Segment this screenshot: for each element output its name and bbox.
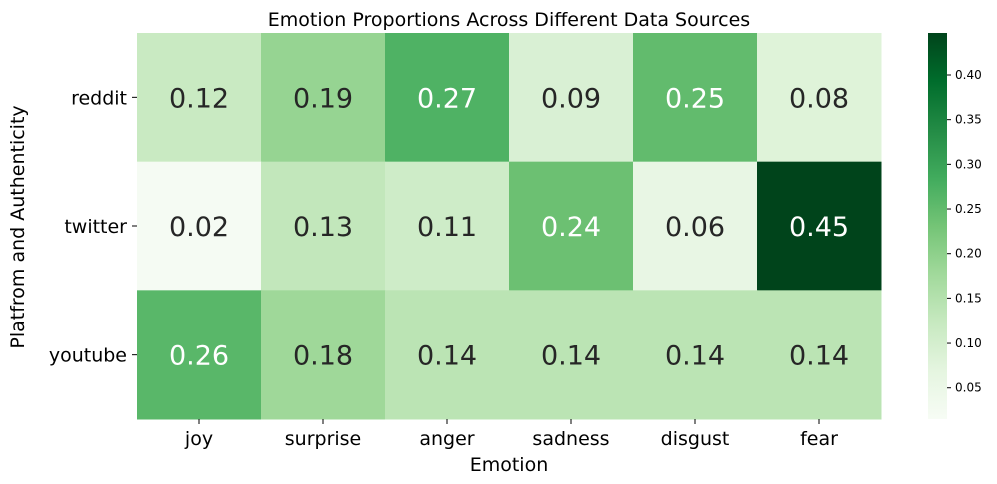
cell-value-label: 0.14	[665, 341, 725, 372]
heatmap-cell-reddit-disgust	[633, 33, 758, 163]
cell-value-label: 0.11	[417, 212, 477, 243]
colorbar-tick-label: 0.20	[955, 247, 982, 261]
cell-value-label: 0.02	[169, 212, 229, 243]
heatmap-cell-twitter-anger	[385, 161, 510, 291]
chart-title: Emotion Proportions Across Different Dat…	[268, 9, 750, 31]
y-axis: reddit twitter youtube	[49, 87, 137, 367]
heatmap-cell-youtube-sadness	[509, 290, 634, 420]
cell-value-label: 0.26	[169, 341, 229, 372]
x-axis: joy surprise anger sadness disgust fear	[184, 419, 838, 450]
cell-value-label: 0.24	[541, 212, 601, 243]
colorbar-tick-label: 0.25	[955, 202, 982, 216]
cell-value-label: 0.45	[789, 212, 849, 243]
x-tick-label: fear	[800, 428, 838, 450]
cell-value-label: 0.18	[293, 341, 353, 372]
heatmap-cell-twitter-sadness	[509, 161, 634, 291]
heatmap-cell-youtube-surprise	[261, 290, 386, 420]
cell-value-label: 0.25	[665, 83, 725, 114]
colorbar-tick-label: 0.10	[955, 336, 982, 350]
x-tick-label: anger	[419, 428, 474, 450]
heatmap-cell-youtube-disgust	[633, 290, 758, 420]
heatmap-cell-youtube-joy	[137, 290, 262, 420]
heatmap-cells	[137, 33, 882, 420]
x-tick-label: surprise	[285, 428, 362, 450]
x-axis-label: Emotion	[470, 454, 549, 476]
cell-value-label: 0.14	[789, 341, 849, 372]
x-tick-label: disgust	[661, 428, 730, 450]
colorbar-tick-label: 0.30	[955, 157, 982, 171]
x-tick-label: joy	[184, 428, 213, 450]
colorbar-tick-label: 0.15	[955, 291, 982, 305]
heatmap-cell-reddit-anger	[385, 33, 510, 163]
cell-value-label: 0.08	[789, 83, 849, 114]
heatmap-cell-youtube-fear	[757, 290, 882, 420]
cell-value-label: 0.13	[293, 212, 353, 243]
heatmap-cell-reddit-surprise	[261, 33, 386, 163]
colorbar-tick-label: 0.05	[955, 381, 982, 395]
colorbar: 0.05 0.10 0.15 0.20 0.25 0.30 0.35 0.40	[928, 33, 982, 419]
heatmap-cell-reddit-joy	[137, 33, 262, 163]
heatmap-cell-twitter-surprise	[261, 161, 386, 291]
cell-value-label: 0.27	[417, 83, 477, 114]
cell-value-label: 0.14	[541, 341, 601, 372]
cell-value-labels: 0.12 0.19 0.27 0.09 0.25 0.08 0.02 0.13 0.11 0.24…	[169, 83, 849, 371]
cell-value-label: 0.19	[293, 83, 353, 114]
cell-value-label: 0.06	[665, 212, 725, 243]
x-tick-label: sadness	[532, 428, 609, 450]
y-axis-label: Platfrom and Authenticity	[7, 105, 29, 348]
colorbar-tick-label: 0.40	[955, 68, 982, 82]
heatmap-cell-twitter-disgust	[633, 161, 758, 291]
cell-value-label: 0.14	[417, 341, 477, 372]
heatmap-cell-reddit-fear	[757, 33, 882, 163]
heatmap-cell-twitter-joy	[137, 161, 262, 291]
colorbar-tick-label: 0.35	[955, 113, 982, 127]
cell-value-label: 0.12	[169, 83, 229, 114]
y-tick-label: youtube	[49, 345, 127, 367]
cell-value-label: 0.09	[541, 83, 601, 114]
y-tick-label: twitter	[64, 216, 127, 238]
heatmap-cell-youtube-anger	[385, 290, 510, 420]
heatmap-cell-twitter-fear	[757, 161, 882, 291]
colorbar-gradient	[928, 33, 947, 419]
heatmap-cell-reddit-sadness	[509, 33, 634, 163]
y-tick-label: reddit	[71, 87, 127, 109]
